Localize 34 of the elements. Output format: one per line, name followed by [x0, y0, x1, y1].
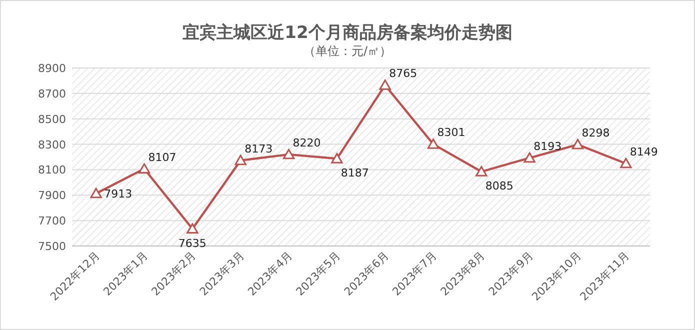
data-label: 8149: [630, 145, 658, 158]
y-tick-label: 8100: [38, 164, 66, 177]
y-tick-label: 8300: [38, 138, 66, 152]
y-tick-label: 8900: [38, 62, 66, 75]
data-label: 8301: [437, 126, 466, 140]
data-label: 7913: [104, 187, 132, 200]
point: [186, 223, 198, 234]
data-label: 8107: [148, 150, 176, 164]
data-label: 8220: [292, 136, 321, 150]
y-tick-label: 7900: [38, 189, 66, 202]
point: [476, 166, 488, 176]
y-tick-label: 7500: [38, 240, 66, 253]
data-label: 8187: [340, 166, 369, 180]
data-label: 8765: [389, 67, 418, 80]
data-label: 8193: [534, 140, 562, 153]
point: [620, 158, 632, 168]
y-tick-label: 8500: [38, 112, 66, 126]
y-tick-label: 7700: [38, 214, 66, 228]
point: [282, 148, 295, 160]
point: [90, 188, 102, 198]
point: [234, 154, 246, 166]
point: [572, 138, 584, 150]
chart-title: 宜宾主城区近12个月商品房备案均价走势图: [182, 22, 512, 43]
point: [379, 80, 391, 90]
point: [524, 152, 536, 163]
data-label: 7635: [178, 236, 206, 250]
data-label: 8298: [582, 126, 610, 140]
chart-subtitle: （单位：元/㎡）: [303, 44, 392, 58]
point: [331, 153, 343, 164]
data-label: 8173: [244, 142, 273, 156]
data-label: 8085: [485, 180, 514, 193]
y-tick-label: 8700: [38, 87, 66, 100]
point: [427, 138, 440, 149]
point: [138, 163, 150, 174]
